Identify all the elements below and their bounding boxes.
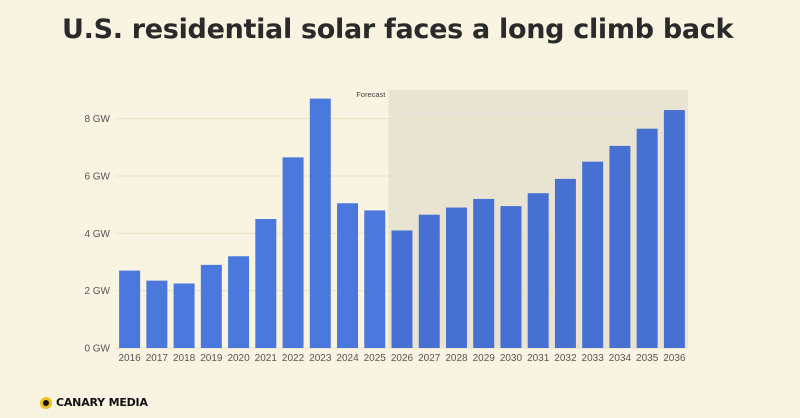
bar-2020 <box>228 256 250 348</box>
bar-2016 <box>119 270 141 348</box>
bar-2029 <box>473 198 495 348</box>
x-tick-label: 2033 <box>582 353 605 364</box>
bar-2032 <box>554 178 576 348</box>
y-tick-label: 2 GW <box>84 286 110 297</box>
x-tick-label: 2019 <box>200 353 223 364</box>
x-tick-label: 2020 <box>227 353 250 364</box>
y-tick-label: 0 GW <box>84 344 110 355</box>
bar-2034 <box>609 145 631 348</box>
bar-2022 <box>282 157 304 348</box>
x-tick-label: 2016 <box>118 353 141 364</box>
bar-2036 <box>663 110 685 348</box>
x-tick-label: 2034 <box>609 353 632 364</box>
bar-2026 <box>391 230 413 348</box>
x-tick-label: 2030 <box>500 353 523 364</box>
x-tick-label: 2017 <box>146 353 169 364</box>
y-tick-label: 8 GW <box>84 114 110 125</box>
bar-2028 <box>445 207 467 348</box>
bar-2027 <box>418 214 440 348</box>
x-tick-label: 2026 <box>391 353 414 364</box>
bar-2025 <box>364 210 386 348</box>
x-tick-label: 2025 <box>364 353 387 364</box>
bar-2021 <box>255 219 277 348</box>
bar-2033 <box>582 161 604 348</box>
forecast-label: Forecast <box>356 90 386 99</box>
x-tick-label: 2024 <box>336 353 359 364</box>
x-tick-label: 2032 <box>554 353 577 364</box>
x-tick-label: 2031 <box>527 353 550 364</box>
bar-2019 <box>200 264 222 348</box>
x-tick-label: 2035 <box>636 353 659 364</box>
y-tick-label: 4 GW <box>84 229 110 240</box>
x-tick-label: 2023 <box>309 353 332 364</box>
bar-2035 <box>636 128 658 348</box>
brand-logo: CANARY MEDIA <box>40 396 148 409</box>
x-tick-label: 2028 <box>445 353 468 364</box>
x-tick-label: 2022 <box>282 353 305 364</box>
y-tick-label: 6 GW <box>84 172 110 183</box>
x-tick-label: 2021 <box>255 353 278 364</box>
bar-2017 <box>146 280 168 348</box>
chart-title: U.S. residential solar faces a long clim… <box>62 14 734 45</box>
x-tick-label: 2029 <box>473 353 496 364</box>
bar-2024 <box>337 203 359 348</box>
brand-name: CANARY MEDIA <box>56 396 148 409</box>
x-tick-label: 2036 <box>663 353 686 364</box>
x-tick-label: 2018 <box>173 353 196 364</box>
canary-logo-icon <box>40 396 52 409</box>
bar-2030 <box>500 206 522 348</box>
x-tick-label: 2027 <box>418 353 441 364</box>
bar-2031 <box>527 193 549 348</box>
bar-2023 <box>309 98 331 348</box>
bar-2018 <box>173 283 195 348</box>
